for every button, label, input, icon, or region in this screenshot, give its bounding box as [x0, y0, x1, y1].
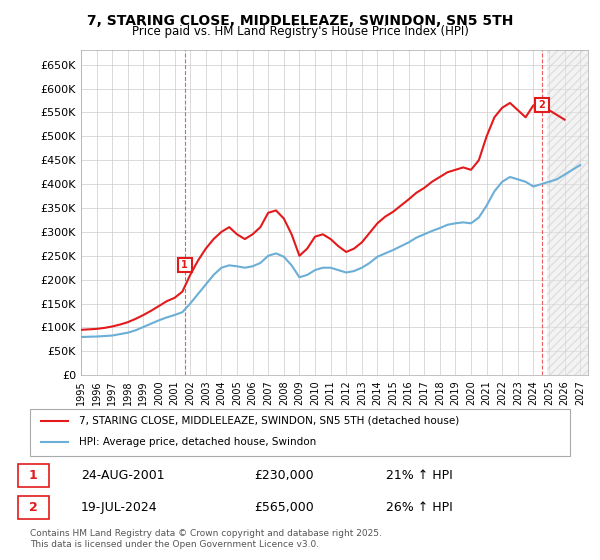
Text: HPI: Average price, detached house, Swindon: HPI: Average price, detached house, Swin…: [79, 437, 316, 447]
Text: 1: 1: [29, 469, 38, 482]
Text: 24-AUG-2001: 24-AUG-2001: [81, 469, 165, 482]
Text: 2: 2: [29, 501, 38, 514]
FancyBboxPatch shape: [18, 464, 49, 487]
Text: 26% ↑ HPI: 26% ↑ HPI: [386, 501, 453, 514]
Text: 7, STARING CLOSE, MIDDLELEAZE, SWINDON, SN5 5TH (detached house): 7, STARING CLOSE, MIDDLELEAZE, SWINDON, …: [79, 416, 459, 426]
Text: £230,000: £230,000: [254, 469, 314, 482]
Text: 2: 2: [539, 100, 545, 110]
Text: Price paid vs. HM Land Registry's House Price Index (HPI): Price paid vs. HM Land Registry's House …: [131, 25, 469, 38]
FancyBboxPatch shape: [30, 409, 570, 456]
Text: £565,000: £565,000: [254, 501, 314, 514]
Text: 1: 1: [181, 260, 188, 270]
Text: Contains HM Land Registry data © Crown copyright and database right 2025.
This d: Contains HM Land Registry data © Crown c…: [30, 529, 382, 549]
Text: 21% ↑ HPI: 21% ↑ HPI: [386, 469, 453, 482]
Text: 7, STARING CLOSE, MIDDLELEAZE, SWINDON, SN5 5TH: 7, STARING CLOSE, MIDDLELEAZE, SWINDON, …: [87, 14, 513, 28]
FancyBboxPatch shape: [18, 496, 49, 519]
Text: 19-JUL-2024: 19-JUL-2024: [81, 501, 158, 514]
